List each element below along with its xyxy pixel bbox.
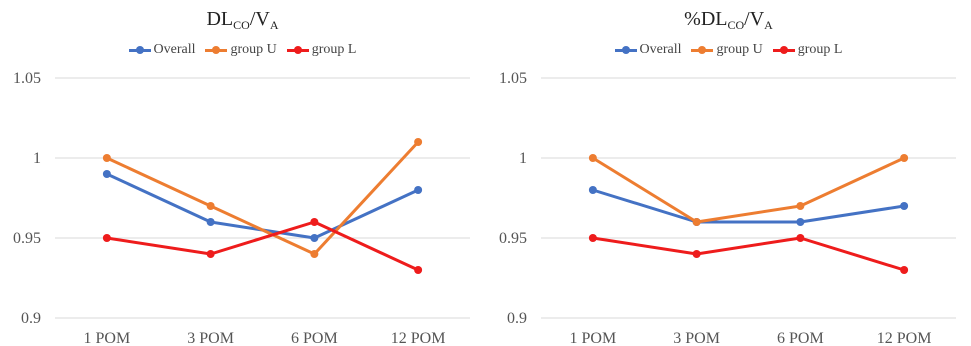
legend-item-overall: Overall (614, 42, 681, 58)
data-point-overall (102, 170, 111, 178)
chart-panel-percent-dlco-va: %DLCO/VA Overall group U group L 0.9 0.95… (486, 0, 971, 346)
legend-swatch-group-l (286, 44, 309, 56)
y-tick-label: 1 (519, 150, 527, 167)
data-point-group-l (310, 218, 319, 226)
data-point-overall (796, 218, 805, 226)
chart-plot-percent-dlco-va: 0.9 0.95 1 1.05 1 POM 3 POM 6 POM 12 POM (499, 70, 956, 346)
y-tick-label: 0.95 (13, 230, 41, 247)
data-point-group-u (414, 138, 423, 146)
x-tick-label: 12 POM (391, 330, 446, 346)
legend-item-group-u: group U (205, 42, 277, 58)
series-line-group-u (106, 140, 420, 256)
data-point-group-l (900, 266, 909, 274)
x-tick-label: 3 POM (187, 330, 234, 346)
data-point-overall (588, 186, 597, 194)
y-tick-label: 0.9 (21, 310, 41, 327)
data-point-overall (206, 218, 215, 226)
data-point-overall (310, 234, 319, 242)
data-point-group-u (310, 250, 319, 258)
data-point-group-u (102, 154, 111, 162)
chart-title: DLCO/VA (206, 8, 279, 32)
y-tick-label: 1 (33, 150, 41, 167)
data-point-group-u (206, 202, 215, 210)
x-tick-label: 12 POM (877, 330, 932, 346)
series-line-group-u (592, 156, 905, 224)
chart-plot-dlco-va: 0.9 0.95 1 1.05 1 POM 3 POM 6 POM 12 POM (13, 70, 470, 346)
legend-swatch-overall (128, 44, 151, 56)
x-tick-label: 3 POM (673, 330, 720, 346)
y-tick-label: 0.95 (499, 230, 527, 247)
chart-panel-dlco-va: DLCO/VA Overall group U group L 0.9 0.95 1… (0, 0, 485, 346)
data-point-overall (900, 202, 909, 210)
data-point-group-l (692, 250, 701, 258)
legend-item-overall: Overall (128, 42, 195, 58)
data-point-group-l (206, 250, 215, 258)
data-point-group-l (414, 266, 423, 274)
data-point-group-l (796, 234, 805, 242)
series-line-overall (592, 188, 905, 224)
data-point-group-l (102, 234, 111, 242)
legend-item-group-l: group L (286, 42, 356, 58)
y-tick-label: 0.9 (507, 310, 527, 327)
legend-swatch-group-u (205, 44, 228, 56)
data-point-group-u (900, 154, 909, 162)
legend-item-group-l: group L (772, 42, 842, 58)
x-tick-label: 6 POM (777, 330, 824, 346)
x-tick-label: 6 POM (291, 330, 338, 346)
legend-swatch-group-u (691, 44, 714, 56)
chart-title: %DLCO/VA (684, 8, 773, 32)
series-line-group-l (592, 236, 905, 272)
data-point-group-u (692, 218, 701, 226)
legend-swatch-overall (614, 44, 637, 56)
chart-legend: Overall group U group L (0, 42, 485, 58)
y-tick-label: 1.05 (499, 70, 527, 87)
data-point-group-u (796, 202, 805, 210)
series-line-group-l (106, 220, 419, 272)
legend-swatch-group-l (772, 44, 795, 56)
chart-legend: Overall group U group L (486, 42, 971, 58)
legend-item-group-u: group U (691, 42, 763, 58)
x-tick-label: 1 POM (84, 330, 131, 346)
data-point-group-u (588, 154, 597, 162)
data-point-group-l (588, 234, 597, 242)
x-tick-label: 1 POM (570, 330, 617, 346)
data-point-overall (414, 186, 423, 194)
y-tick-label: 1.05 (13, 70, 41, 87)
